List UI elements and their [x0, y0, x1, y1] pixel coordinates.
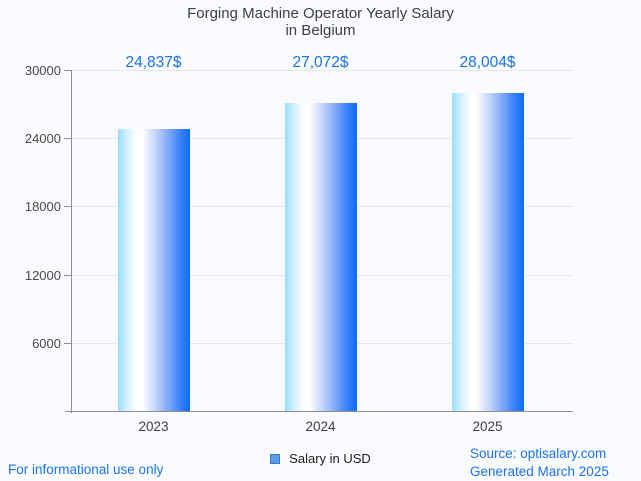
y-tick-label: 12000 [24, 267, 61, 283]
bar [284, 103, 357, 411]
bar-value-label: 28,004$ [459, 54, 516, 71]
legend-label: Salary in USD [289, 451, 371, 466]
x-tick-label: 2024 [305, 419, 336, 434]
chart-title-line1: Forging Machine Operator Yearly Salary [187, 5, 454, 22]
legend-marker-icon [270, 453, 281, 464]
y-axis-tick [64, 274, 71, 276]
bar-value-label: 24,837$ [125, 54, 182, 71]
y-tick-label: 18000 [24, 199, 61, 215]
y-axis-tick [64, 138, 71, 140]
x-tick-label: 2023 [138, 419, 169, 434]
y-tick-label: 24000 [24, 131, 61, 147]
y-axis-tick [64, 342, 71, 344]
y-axis-line [71, 70, 72, 413]
chart-title-line2: in Belgium [285, 22, 356, 39]
gridline [71, 70, 573, 71]
bar-value-label: 27,072$ [292, 54, 349, 71]
chart-title: Forging Machine Operator Yearly Salary i… [0, 5, 641, 39]
source-link[interactable]: Source: optisalary.com [470, 446, 607, 461]
bar [451, 93, 524, 411]
x-tick-label: 2025 [472, 419, 503, 434]
bar [117, 129, 190, 411]
y-tick-label: 30000 [24, 63, 61, 78]
source-block: Source: optisalary.com Generated March 2… [470, 445, 609, 481]
x-axis-line [65, 411, 573, 412]
legend: Salary in USD [0, 452, 641, 465]
generated-date: Generated March 2025 [470, 464, 609, 479]
disclaimer-text: For informational use only [8, 462, 164, 477]
y-axis-tick [64, 70, 71, 71]
y-tick-label: 6000 [32, 335, 61, 351]
y-axis-tick [64, 206, 71, 208]
